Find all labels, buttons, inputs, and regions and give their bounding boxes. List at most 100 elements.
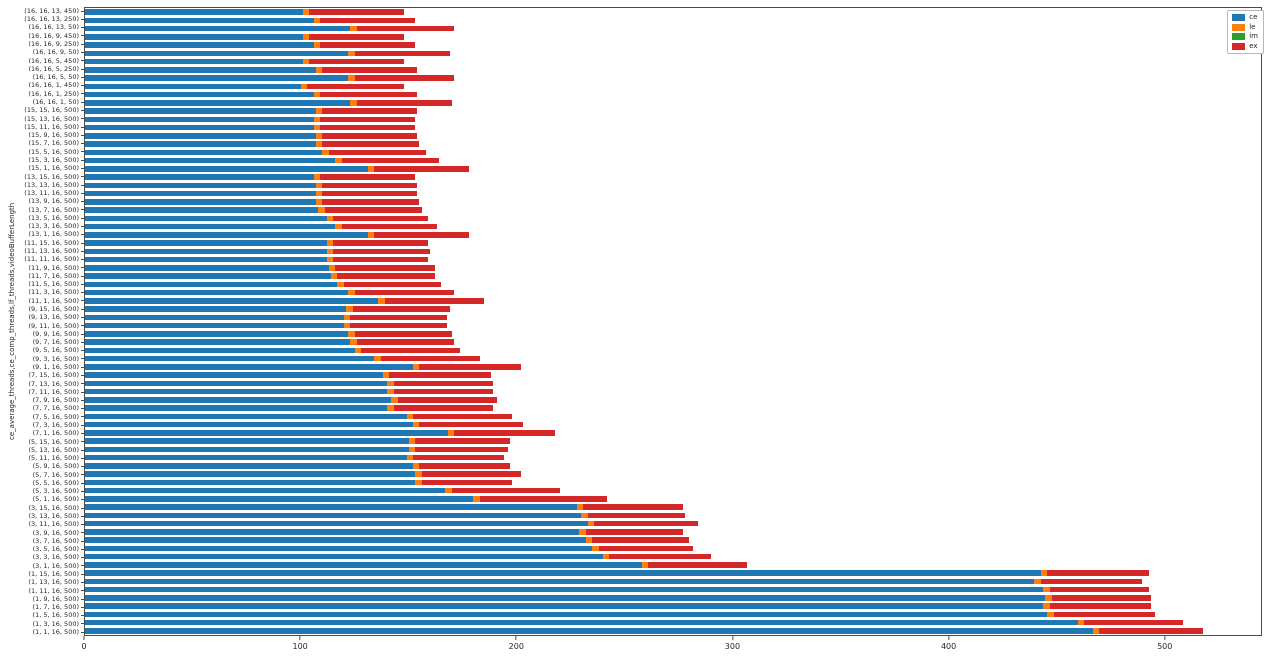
stacked-bar [85, 454, 1261, 461]
y-tick-text: (11, 15, 16, 500) [24, 238, 79, 247]
y-tick-text: (5, 15, 16, 500) [28, 437, 79, 446]
bar-segment-ex [1040, 578, 1143, 585]
bar-row [85, 528, 1261, 536]
bar-segment-le [328, 265, 336, 271]
bar-segment-ce [85, 116, 314, 123]
y-tick-label: (9, 1, 16, 500) [0, 363, 84, 371]
y-tick-text: (16, 16, 1, 250) [28, 89, 79, 98]
bar-row [85, 280, 1261, 288]
bar-segment-le [335, 223, 342, 230]
bar-segment-le [315, 141, 323, 147]
bar-row [85, 412, 1261, 420]
y-tick-mark [81, 424, 84, 426]
y-tick-mark [81, 300, 84, 302]
stacked-bar [85, 504, 1261, 510]
y-tick-mark [81, 167, 84, 169]
bar-row [85, 247, 1261, 255]
y-tick-text: (11, 11, 16, 500) [24, 255, 79, 264]
y-tick-mark [81, 466, 84, 468]
legend-item: im [1232, 33, 1258, 40]
bar-segment-le [1047, 611, 1054, 618]
y-tick-label: (16, 16, 5, 50) [0, 73, 84, 81]
y-tick-text: (1, 13, 16, 500) [28, 578, 79, 587]
stacked-bar [85, 232, 1261, 238]
bar-segment-ce [85, 529, 580, 535]
bar-segment-le [318, 207, 325, 213]
y-tick-text: (13, 3, 16, 500) [28, 222, 79, 231]
y-tick-label: (13, 9, 16, 500) [0, 197, 84, 205]
bar-row [85, 58, 1261, 66]
stacked-bar [85, 9, 1261, 15]
y-tick-mark [81, 375, 84, 377]
bar-segment-le [579, 529, 586, 535]
bar-segment-ex [320, 124, 416, 131]
y-tick-text: (3, 13, 16, 500) [28, 512, 79, 521]
bar-segment-ex [333, 256, 429, 263]
bar-segment-ce [85, 34, 303, 40]
bar-segment-le [412, 421, 420, 428]
stacked-bar [85, 553, 1261, 560]
bar-segment-le [1092, 628, 1100, 634]
bar-segment-le [346, 306, 353, 312]
y-tick-mark [81, 10, 84, 12]
stacked-bar [85, 281, 1261, 288]
x-tick-mark [83, 636, 85, 640]
y-tick-label: (7, 9, 16, 500) [0, 396, 84, 404]
bar-segment-le [1040, 570, 1048, 576]
stacked-bar [85, 25, 1261, 32]
bar-segment-le [387, 388, 394, 395]
bar-segment-ce [85, 240, 327, 246]
y-tick-label: (7, 5, 16, 500) [0, 413, 84, 421]
y-tick-text: (9, 5, 16, 500) [32, 346, 79, 355]
bar-segment-le [302, 9, 310, 15]
stacked-bar [85, 611, 1261, 618]
bar-segment-le [374, 355, 381, 362]
y-tick-label: (11, 15, 16, 500) [0, 239, 84, 247]
stacked-bar [85, 586, 1261, 593]
bar-segment-ce [85, 471, 416, 477]
y-tick-mark [81, 192, 84, 194]
y-tick-text: (15, 1, 16, 500) [28, 164, 79, 173]
y-tick-label: (1, 3, 16, 500) [0, 620, 84, 628]
y-tick-label: (9, 13, 16, 500) [0, 313, 84, 321]
stacked-bar [85, 67, 1261, 73]
y-tick-label: (16, 16, 1, 450) [0, 82, 84, 90]
x-tick: 100 [293, 636, 308, 651]
bar-segment-ex [320, 17, 416, 24]
stacked-bar [85, 421, 1261, 428]
bar-segment-ce [85, 520, 588, 527]
y-tick-text: (16, 16, 5, 450) [28, 56, 79, 65]
bar-row [85, 206, 1261, 214]
y-tick-mark [81, 416, 84, 418]
bar-segment-ce [85, 182, 316, 189]
bar-segment-ce [85, 331, 349, 337]
bar-segment-le [367, 166, 375, 172]
legend: ce le im ex [1227, 10, 1264, 54]
bar-segment-ex [1084, 619, 1184, 626]
y-tick-mark [81, 441, 84, 443]
y-tick-label: (5, 9, 16, 500) [0, 462, 84, 470]
x-tick: 500 [1157, 636, 1172, 651]
bar-segment-ex [354, 75, 454, 81]
y-tick-text: (1, 7, 16, 500) [32, 603, 79, 612]
bar-row [85, 355, 1261, 363]
bar-segment-ce [85, 298, 379, 304]
bar-segment-ex [393, 405, 493, 411]
y-tick-mark [81, 134, 84, 136]
bar-segment-ex [1051, 595, 1151, 601]
y-tick-mark [81, 118, 84, 120]
bar-segment-le [415, 471, 422, 477]
stacked-bar [85, 58, 1261, 65]
y-tick-mark [81, 18, 84, 20]
stacked-bar [85, 471, 1261, 477]
y-tick-label: (16, 16, 9, 50) [0, 48, 84, 56]
bar-segment-ex [309, 9, 405, 15]
bar-segment-le [641, 562, 649, 568]
bar-segment-ce [85, 141, 316, 147]
y-tick-label: (3, 7, 16, 500) [0, 537, 84, 545]
y-tick-text: (5, 7, 16, 500) [32, 470, 79, 479]
stacked-bar [85, 124, 1261, 131]
legend-label: le [1249, 22, 1256, 31]
y-axis-tick-labels: (16, 16, 13, 450) (16, 16, 13, 250) (16, 1… [0, 7, 84, 636]
y-tick-text: (1, 5, 16, 500) [32, 611, 79, 620]
